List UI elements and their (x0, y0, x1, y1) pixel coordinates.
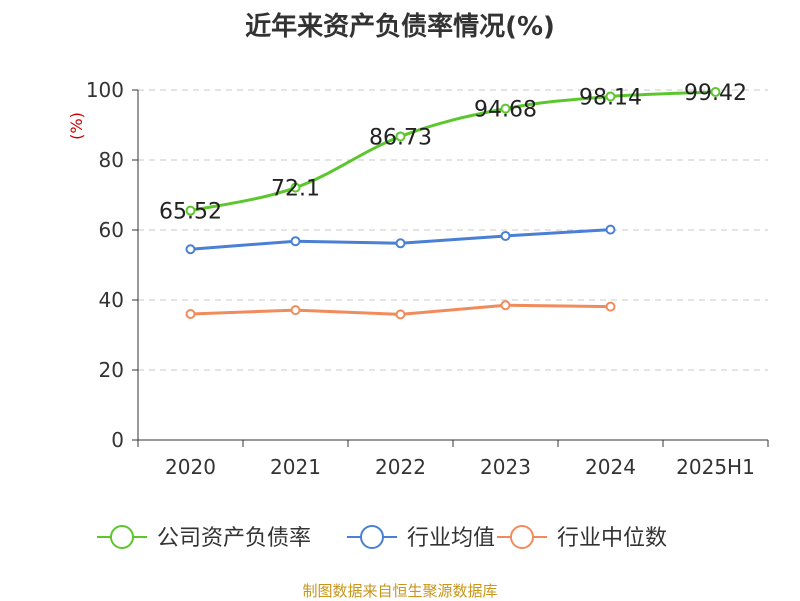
x-tick-label: 2024 (585, 455, 636, 479)
data-point (605, 224, 616, 235)
data-point (500, 103, 511, 114)
x-tick-label: 2021 (270, 455, 321, 479)
data-point (500, 300, 511, 311)
y-tick-label: 60 (99, 218, 124, 242)
data-label: 65.52 (159, 200, 222, 225)
series-group: 65.52 72.1 86.73 94.68 98.14 99.42 (159, 81, 747, 320)
data-point (605, 91, 616, 102)
data-label: 98.14 (579, 86, 642, 111)
data-label: 99.42 (684, 81, 747, 106)
data-point (395, 238, 406, 249)
data-point (710, 87, 721, 98)
data-point (290, 305, 301, 316)
data-label: 72.1 (271, 177, 320, 202)
series-3 (185, 300, 616, 320)
legend-marker (360, 525, 384, 549)
series-1: 65.52 72.1 86.73 94.68 98.14 99.42 (159, 81, 747, 225)
data-point (500, 230, 511, 241)
legend-marker (510, 525, 534, 549)
data-point (605, 301, 616, 312)
legend-item-3: 行业中位数 (497, 525, 667, 551)
series-2 (185, 224, 616, 255)
x-tick-label: 2023 (480, 455, 531, 479)
data-label: 94.68 (474, 98, 537, 123)
legend-label: 公司资产负债率 (157, 526, 311, 551)
y-tick-label: 20 (99, 358, 124, 382)
y-tick-label: 40 (99, 288, 124, 312)
legend-item-1: 公司资产负债率 (97, 525, 311, 551)
legend-item-2: 行业均值 (347, 525, 495, 551)
y-axis-label: (%) (67, 112, 86, 140)
data-label: 86.73 (369, 125, 432, 150)
data-point (395, 131, 406, 142)
y-tick-label: 100 (86, 78, 124, 102)
grid-lines (138, 89, 768, 371)
data-point (290, 236, 301, 247)
chart-title: 近年来资产负债率情况(%) (245, 12, 555, 42)
data-point (290, 182, 301, 193)
legend-label: 行业中位数 (557, 526, 667, 551)
x-tick-label: 2022 (375, 455, 426, 479)
data-point (185, 309, 196, 319)
data-source-note: 制图数据来自恒生聚源数据库 (302, 582, 498, 600)
y-tick-label: 0 (111, 428, 124, 452)
series-line (190, 90, 716, 213)
y-tick-label: 80 (99, 148, 124, 172)
x-tick-label: 2020 (165, 455, 216, 479)
legend-marker (110, 525, 134, 549)
legend: 公司资产负债率 行业均值 行业中位数 (97, 525, 667, 551)
legend-label: 行业均值 (407, 526, 495, 551)
axes: 0 20 40 60 80 100 2020 2021 2022 2023 2024 2025H1 (%… (67, 78, 769, 479)
x-tick-label: 2025H1 (676, 455, 755, 479)
data-point (395, 309, 406, 320)
data-point (185, 205, 196, 216)
data-point (185, 244, 196, 255)
